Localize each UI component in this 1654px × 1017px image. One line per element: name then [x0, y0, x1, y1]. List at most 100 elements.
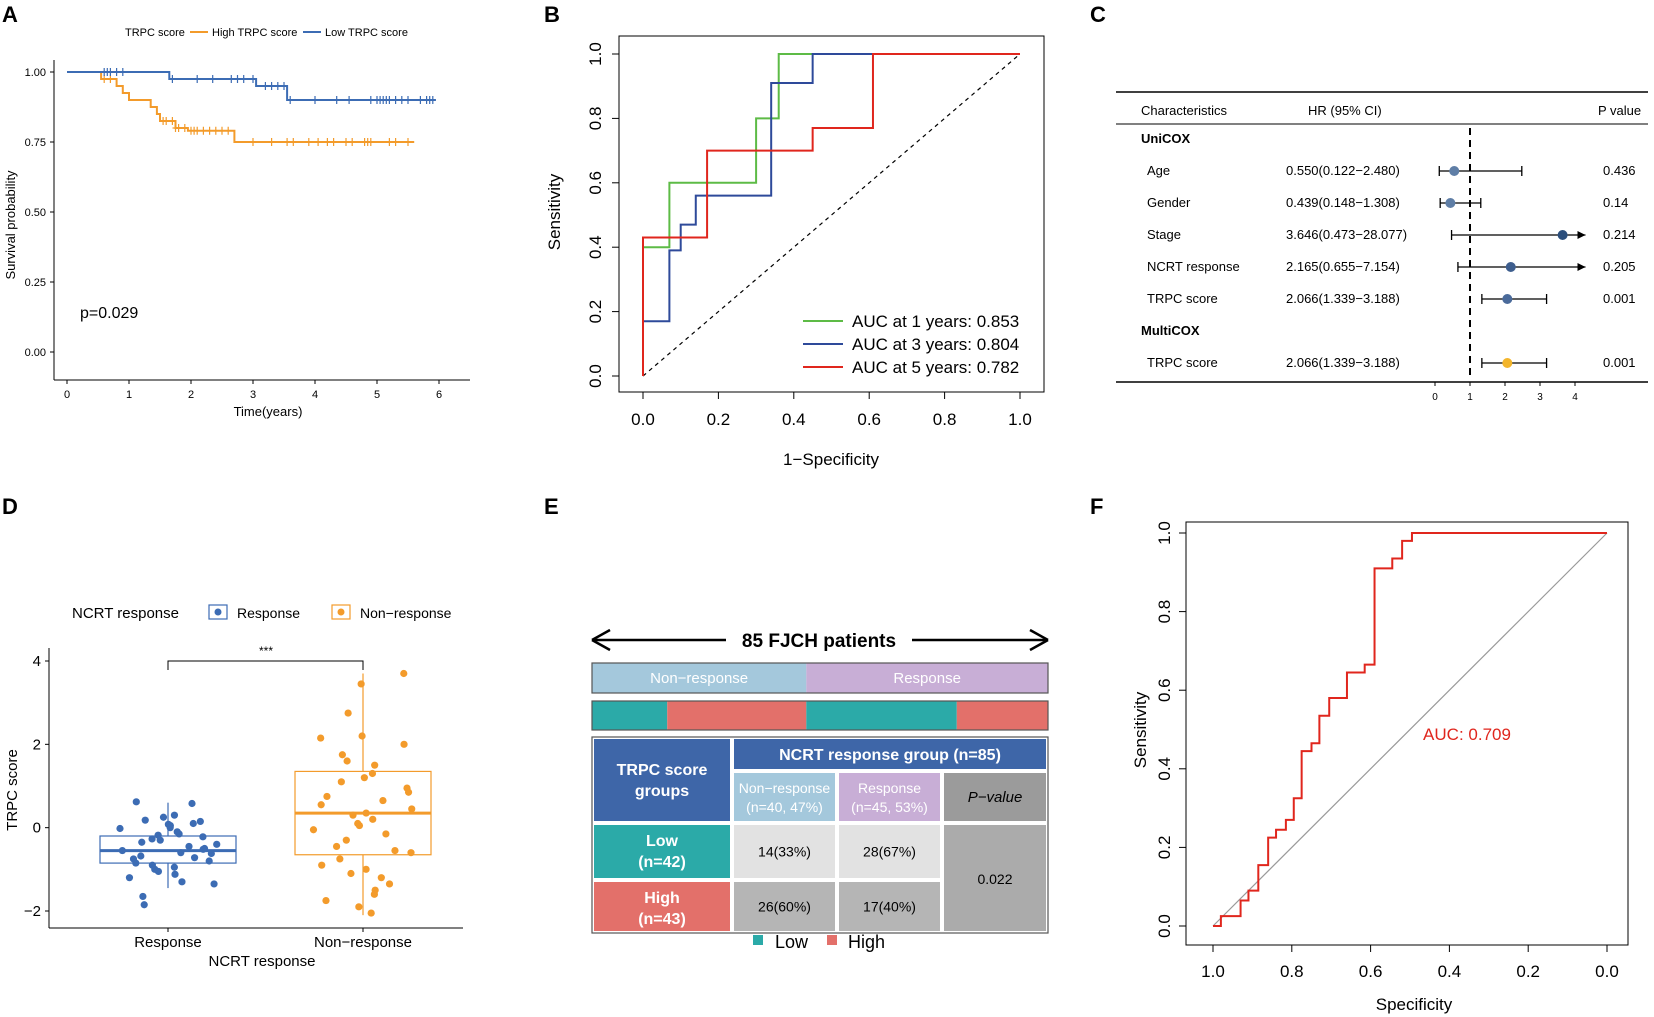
panel-d-legend-response: Response — [208, 604, 300, 621]
sub-header-text-line: (n=45, 53%) — [851, 799, 928, 815]
km-curve-0 — [67, 71, 415, 143]
data-point — [357, 680, 365, 688]
data-point — [404, 788, 413, 796]
y-tick-label: 4 — [33, 653, 41, 670]
data-point — [189, 819, 197, 828]
censor-mark — [119, 68, 126, 76]
data-point — [139, 892, 147, 901]
panel-d-label: D — [2, 494, 18, 519]
legend-response: Response — [237, 605, 300, 621]
censor-mark — [194, 75, 201, 83]
legend-swatch-high — [827, 935, 837, 945]
forest-row-p: 0.001 — [1603, 291, 1636, 306]
panel-f: F 1.0 0.8 0.6 0.4 0.2 0.0 0.0 0.2 0.4 0.6 0.8 1.0 A… — [1090, 494, 1629, 1014]
censor-mark — [262, 82, 269, 90]
row-label-cell — [594, 882, 730, 931]
row-header-text: TRPC score groups — [617, 762, 708, 800]
y-tick-label: 0.6 — [1155, 678, 1174, 702]
censor-mark — [107, 75, 114, 83]
panel-f-auc: AUC: 0.709 — [1423, 725, 1511, 744]
censor-mark — [219, 126, 225, 135]
panel-f-ylabel: Sensitivity — [1131, 691, 1150, 768]
sub-header-text: Response (n=45, 53%) — [851, 780, 928, 815]
value-text: 17(40%) — [863, 899, 916, 915]
x-tick-label: 1.0 — [1201, 962, 1225, 981]
ci-arrow — [1577, 263, 1586, 271]
panel-a-xlabel: Time(years) — [234, 404, 303, 419]
censor-mark — [392, 138, 399, 146]
panel-e-legend: Low High — [753, 932, 885, 952]
y-tick-label: 0.75 — [25, 137, 46, 149]
col-header-text: NCRT response group (n=85) — [779, 747, 1001, 764]
data-point — [178, 878, 186, 886]
data-point — [323, 792, 331, 801]
panel-f-frame — [1185, 521, 1629, 946]
row-header-cell — [594, 739, 730, 821]
data-point — [156, 836, 164, 844]
data-point — [159, 813, 168, 821]
data-point — [166, 824, 174, 832]
panel-a-label: A — [2, 2, 18, 27]
panel-e-label: E — [544, 494, 559, 519]
bar-trpc-segment — [956, 701, 1048, 730]
bar-response-label: Response — [893, 670, 961, 687]
data-point — [362, 865, 370, 873]
y-tick-label: 1.0 — [1155, 521, 1174, 545]
data-point — [317, 801, 325, 809]
data-point — [141, 816, 149, 824]
data-point — [382, 830, 390, 838]
x-tick-label: Response — [134, 934, 202, 951]
x-tick-label: Non−response — [314, 934, 412, 951]
data-point — [148, 835, 156, 843]
censor-mark — [343, 138, 349, 146]
data-point — [370, 890, 378, 898]
forest-row-name: Gender — [1147, 195, 1191, 210]
x-tick-label: 0.6 — [1359, 962, 1383, 981]
x-tick-label: 1.0 — [1008, 410, 1032, 429]
forest-row-hr: 2.066(1.339−3.188) — [1286, 291, 1400, 306]
censor-mark — [212, 126, 219, 135]
censor-mark — [417, 96, 424, 104]
data-point — [355, 821, 364, 830]
censor-mark — [315, 138, 322, 146]
y-tick-label: 0.6 — [586, 171, 605, 195]
data-point — [391, 846, 399, 855]
data-point — [368, 769, 377, 778]
bar-trpc-segment — [667, 701, 807, 730]
significance-stars: *** — [259, 644, 273, 658]
panel-c-label: C — [1090, 2, 1106, 27]
panel-e-title: 85 FJCH patients — [742, 631, 896, 652]
data-point — [385, 880, 394, 888]
y-tick-label: 2 — [33, 736, 41, 753]
censor-mark — [206, 126, 213, 135]
forest-row-name: TRPC score — [1147, 355, 1218, 370]
legend-low: Low — [775, 932, 809, 952]
x-tick-label: 0.6 — [857, 410, 881, 429]
arrow-right-head — [1029, 628, 1049, 652]
panel-b-label: B — [544, 2, 560, 27]
row-header-text-line: TRPC score — [617, 762, 708, 779]
x-tick-label: 4 — [312, 389, 318, 401]
y-tick-label: 0.4 — [586, 235, 605, 259]
legend-dot-response — [214, 608, 222, 616]
censor-mark — [169, 75, 176, 83]
censor-mark — [429, 96, 436, 104]
x-tick-label: 1 — [1467, 392, 1473, 403]
censor-mark — [107, 68, 114, 76]
data-point — [336, 855, 344, 863]
data-point — [125, 874, 134, 882]
legend-auc-3yr: AUC at 3 years: 0.804 — [852, 335, 1019, 354]
legend-dot-nonresponse — [337, 608, 345, 616]
censor-mark — [386, 96, 393, 104]
data-point — [338, 751, 346, 759]
sub-header-text: Non−response (n=40, 47%) — [739, 780, 831, 815]
censor-mark — [250, 138, 256, 146]
panel-f-label: F — [1090, 494, 1103, 519]
legend-auc-5yr: AUC at 5 years: 0.782 — [852, 358, 1019, 377]
forest-row-hr: 2.165(0.655−7.154) — [1286, 259, 1400, 274]
sub-header-cell — [944, 773, 1046, 821]
data-point — [322, 896, 330, 905]
bar-response — [806, 663, 1048, 693]
censor-mark — [194, 126, 201, 135]
